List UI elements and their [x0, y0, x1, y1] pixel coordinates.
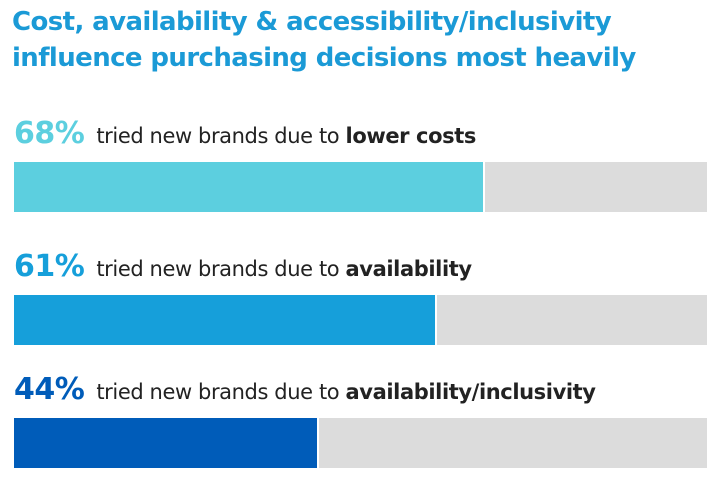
bar-description: tried new brands due to availability/inc…	[96, 380, 596, 404]
description-text: tried new brands due to	[96, 124, 340, 148]
bar-row: 68% tried new brands due to lower costs	[14, 116, 707, 212]
bar-label: 68% tried new brands due to lower costs	[14, 116, 707, 152]
bar-description: tried new brands due to lower costs	[96, 124, 476, 148]
chart-title: Cost, availability & accessibility/inclu…	[12, 7, 636, 73]
bar-fill	[14, 162, 486, 212]
bar-fill	[14, 418, 319, 468]
bar-track	[14, 418, 707, 468]
description-text: tried new brands due to	[96, 380, 340, 404]
description-emphasis: availability/inclusivity	[345, 380, 596, 404]
description-emphasis: lower costs	[345, 124, 477, 148]
percent-label: 61%	[14, 249, 85, 284]
bar-track	[14, 295, 707, 345]
bar-fill	[14, 295, 437, 345]
description-text: tried new brands due to	[96, 257, 340, 281]
bar-label: 61% tried new brands due to availability	[14, 249, 707, 285]
bar-label: 44% tried new brands due to availability…	[14, 372, 707, 408]
percent-label: 44%	[14, 372, 85, 407]
description-emphasis: availability	[345, 257, 473, 281]
bar-description: tried new brands due to availability	[96, 257, 473, 281]
bar-row: 61% tried new brands due to availability	[14, 249, 707, 345]
bar-row: 44% tried new brands due to availability…	[14, 372, 707, 468]
percent-label: 68%	[14, 116, 85, 151]
bar-track	[14, 162, 707, 212]
